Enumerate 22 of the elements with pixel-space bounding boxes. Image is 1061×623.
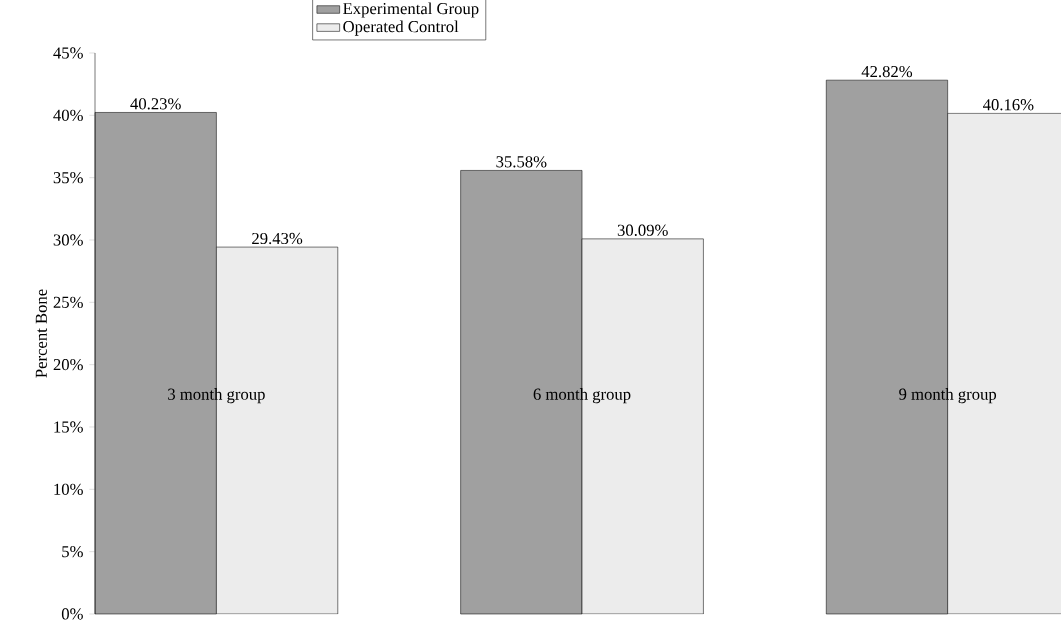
y-tick-label: 40% xyxy=(53,109,83,121)
legend-label: Experimental Group xyxy=(343,2,479,18)
y-tick-label: 30% xyxy=(53,234,83,246)
x-tick-label: 3 month group xyxy=(168,388,265,404)
data-label: 40.16% xyxy=(983,99,1034,111)
y-tick-label: 35% xyxy=(53,172,83,184)
y-axis-title: Percent Bone xyxy=(35,289,47,378)
y-tick-label: 0% xyxy=(61,608,83,620)
data-label: 30.09% xyxy=(617,224,668,236)
legend-label: Operated Control xyxy=(343,20,459,36)
data-label: 29.43% xyxy=(252,232,303,245)
y-tick-label: 10% xyxy=(54,483,83,495)
y-tick-label: 25% xyxy=(53,296,83,308)
y-tick-label: 15% xyxy=(54,421,83,433)
x-tick-label: 9 month group xyxy=(899,388,997,404)
y-tick-label: 20% xyxy=(53,359,83,371)
y-tick-label: 45% xyxy=(53,47,83,59)
data-label: 35.58% xyxy=(496,156,547,168)
x-tick-label: 6 month group xyxy=(533,388,631,404)
y-tick-label: 5% xyxy=(62,546,83,558)
data-label: 42.82% xyxy=(861,65,913,78)
data-label: 40.23% xyxy=(130,98,181,110)
